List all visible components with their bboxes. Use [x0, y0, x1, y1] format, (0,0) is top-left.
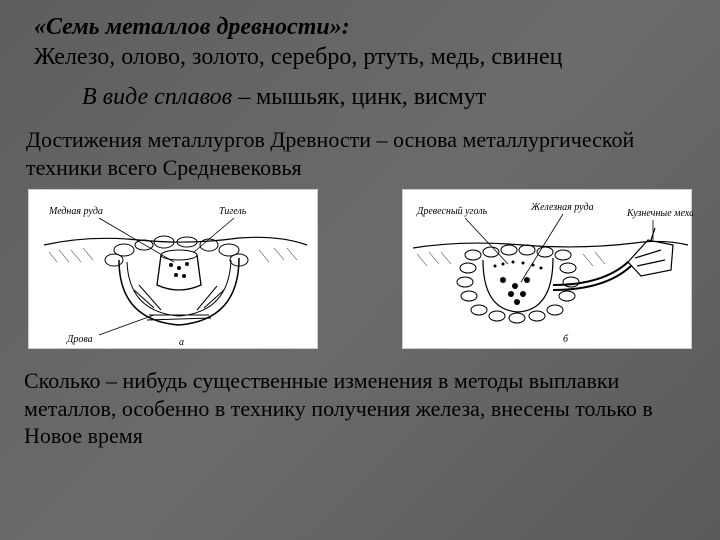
- title-line2: Железо, олово, золото, серебро, ртуть, м…: [34, 42, 696, 72]
- achievement-text: Достижения металлургов Древности – основ…: [26, 126, 696, 181]
- diagram-iron-smelting: Древесный уголь Железная руда Кузнечные …: [402, 189, 692, 349]
- alloys-line: В виде сплавов – мышьяк, цинк, висмут: [82, 82, 696, 112]
- bottom-text: Сколько – нибудь существенные изменения …: [24, 367, 696, 450]
- alloys-prefix: В виде сплавов: [82, 84, 232, 110]
- diagrams-row: Медная руда Тигель Дрова а: [24, 189, 696, 349]
- label-iron-ore: Железная руда: [530, 202, 594, 213]
- diagram-right-caption: б: [563, 334, 569, 345]
- diagram-left-caption: а: [179, 337, 184, 348]
- label-bellows: Кузнечные меха: [626, 208, 693, 219]
- label-copper-ore: Медная руда: [48, 206, 103, 217]
- label-firewood: Дрова: [66, 334, 93, 345]
- title-block: «Семь металлов древности»: Железо, олово…: [34, 12, 696, 72]
- label-charcoal: Древесный уголь: [416, 206, 488, 217]
- title-line1: «Семь металлов древности»:: [34, 12, 696, 42]
- diagram-copper-smelting: Медная руда Тигель Дрова а: [28, 189, 318, 349]
- label-crucible: Тигель: [219, 206, 247, 217]
- alloys-rest: – мышьяк, цинк, висмут: [232, 84, 486, 110]
